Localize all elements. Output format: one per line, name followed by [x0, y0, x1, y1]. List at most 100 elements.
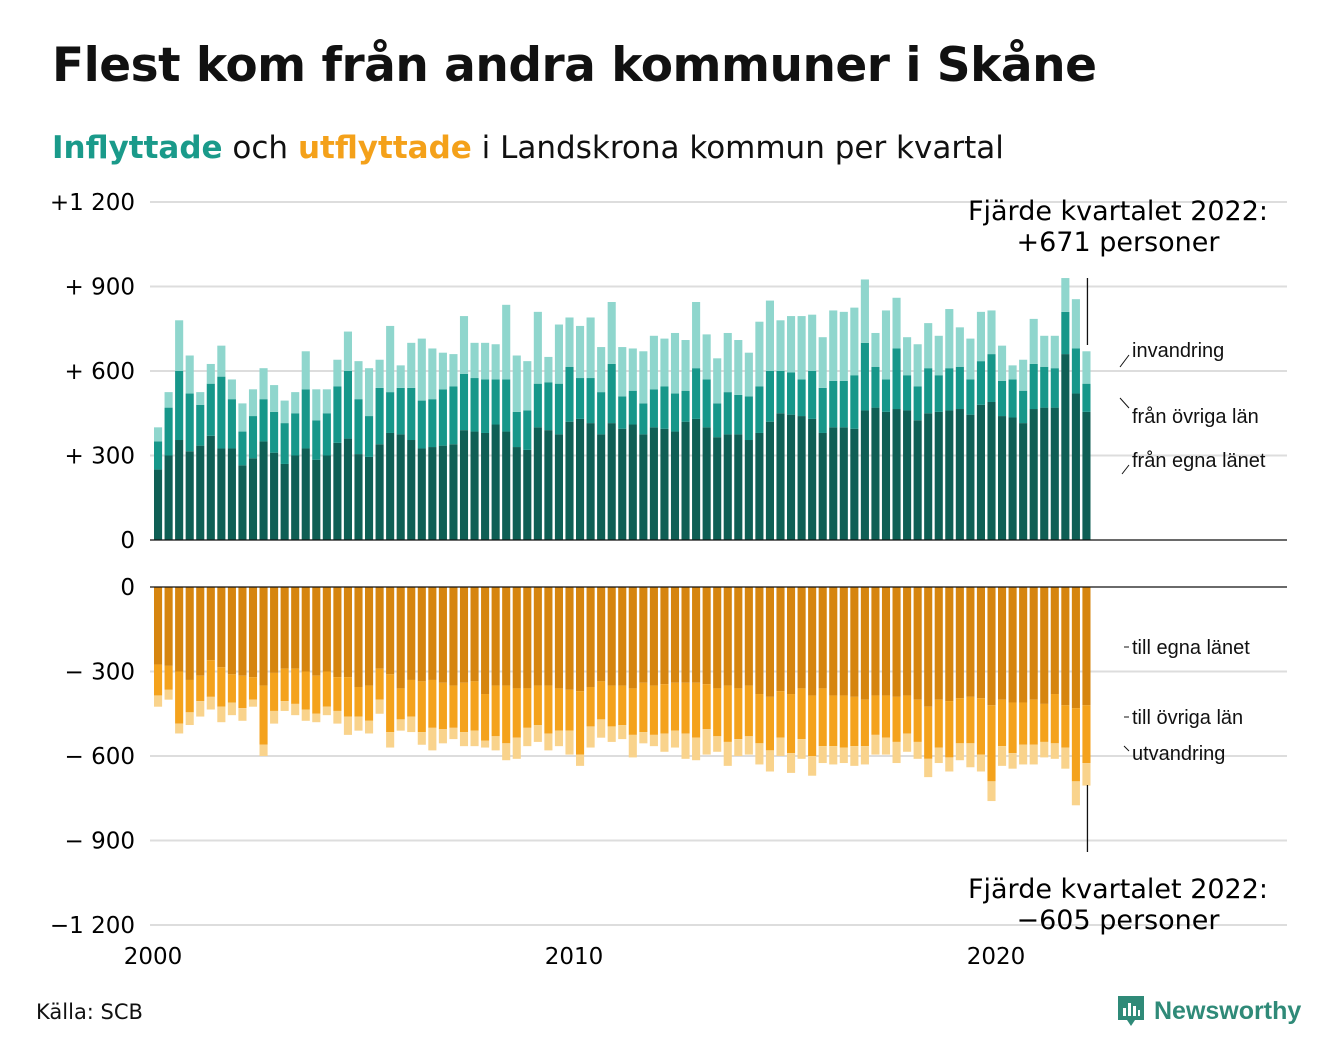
- bar-in-ovriga: [1071, 348, 1080, 394]
- bar-out-ovriga: [850, 696, 859, 747]
- bar-out-egna: [692, 587, 701, 683]
- bar-out-ovriga: [1082, 705, 1091, 764]
- label-fran-ovriga-lan: från övriga län: [1132, 406, 1259, 428]
- bar-in-egna: [481, 432, 490, 540]
- bar-in-invandring: [913, 344, 922, 387]
- bar-in-egna: [1071, 393, 1080, 540]
- bar-in-egna: [291, 455, 300, 540]
- bar-out-ovriga: [903, 695, 912, 734]
- bar-out-egna: [998, 587, 1007, 700]
- bar-in-ovriga: [860, 342, 869, 411]
- bar-out-utvandring: [227, 702, 236, 716]
- bar-out-ovriga: [871, 695, 880, 735]
- bar-in-egna: [301, 448, 310, 540]
- bar-out-ovriga: [787, 694, 796, 754]
- bar-out-egna: [238, 587, 247, 676]
- bar-in-invandring: [808, 314, 817, 371]
- bar-in-invandring: [881, 310, 891, 380]
- bar-in-egna: [597, 434, 606, 540]
- bar-out-utvandring: [628, 734, 637, 758]
- bar-out-utvandring: [565, 730, 574, 755]
- bar-in-egna: [544, 430, 553, 540]
- bar-in-invandring: [1040, 335, 1049, 367]
- bar-out-egna: [523, 587, 532, 689]
- bar-out-utvandring: [639, 732, 648, 744]
- bar-out-egna: [470, 587, 479, 682]
- bar-out-ovriga: [333, 677, 342, 711]
- bar-out-utvandring: [1008, 753, 1017, 769]
- bar-out-ovriga: [692, 682, 701, 738]
- bar-out-egna: [597, 587, 606, 682]
- bar-out-utvandring: [987, 781, 996, 802]
- bar-in-invandring: [554, 324, 563, 384]
- bar-out-ovriga: [523, 688, 532, 728]
- bar-out-ovriga: [386, 674, 395, 733]
- bar-in-egna: [903, 410, 912, 540]
- bar-out-utvandring: [903, 733, 912, 752]
- bar-out-ovriga: [407, 679, 416, 717]
- bar-out-egna: [164, 587, 173, 666]
- bar-in-ovriga: [945, 368, 954, 411]
- bar-out-ovriga: [227, 674, 236, 703]
- bar-out-utvandring: [850, 746, 859, 766]
- bar-in-invandring: [966, 338, 975, 380]
- bar-out-ovriga: [945, 701, 954, 758]
- bar-out-ovriga: [491, 685, 500, 737]
- bar-in-egna: [871, 407, 880, 540]
- bar-in-invandring: [1061, 278, 1070, 312]
- bar-out-egna: [481, 587, 490, 695]
- bar-in-egna: [628, 424, 637, 540]
- bar-in-ovriga: [206, 383, 215, 436]
- bar-in-ovriga: [987, 354, 996, 402]
- leader-fran-egna-lanet: [1121, 464, 1130, 475]
- bar-out-ovriga: [607, 685, 616, 727]
- x-tick-label: 2020: [967, 944, 1026, 970]
- bar-out-ovriga: [1008, 702, 1017, 754]
- bar-out-egna: [291, 587, 300, 669]
- bar-in-invandring: [523, 361, 532, 411]
- bar-in-ovriga: [185, 393, 194, 452]
- bar-in-egna: [502, 431, 511, 540]
- bar-out-ovriga: [881, 695, 891, 738]
- bar-out-egna: [502, 587, 511, 686]
- bar-out-utvandring: [280, 701, 289, 711]
- bar-out-ovriga: [502, 685, 511, 744]
- bar-in-egna: [459, 430, 469, 540]
- bar-out-egna: [270, 587, 279, 673]
- bar-out-utvandring: [1071, 781, 1080, 806]
- bar-in-ovriga: [333, 386, 342, 443]
- bar-in-ovriga: [734, 394, 743, 435]
- bar-in-egna: [554, 434, 563, 540]
- y-tick-label-top: +1 200: [50, 190, 135, 216]
- bar-in-ovriga: [343, 371, 352, 439]
- bar-in-ovriga: [597, 392, 606, 435]
- bar-in-ovriga: [976, 361, 985, 405]
- bar-in-ovriga: [175, 371, 184, 441]
- bar-in-invandring: [998, 345, 1007, 381]
- bar-in-egna: [438, 445, 447, 540]
- bar-out-utvandring: [386, 732, 395, 748]
- bar-in-ovriga: [428, 399, 437, 448]
- bar-out-egna: [438, 587, 447, 683]
- bar-out-utvandring: [829, 746, 838, 765]
- bar-in-invandring: [839, 311, 848, 381]
- bar-out-egna: [702, 587, 711, 685]
- bar-out-ovriga: [776, 691, 785, 738]
- bar-in-invandring: [417, 338, 426, 401]
- bar-in-egna: [417, 448, 426, 540]
- subtitle-inflyttade: Inflyttade: [52, 130, 223, 166]
- bar-in-invandring: [333, 359, 342, 387]
- newsworthy-logo[interactable]: Newsworthy: [1116, 994, 1301, 1028]
- bar-in-invandring: [628, 348, 637, 391]
- bar-out-egna: [312, 587, 321, 676]
- bar-in-egna: [913, 420, 922, 540]
- bar-out-egna: [365, 587, 374, 686]
- bar-out-utvandring: [924, 758, 933, 778]
- bar-out-utvandring: [164, 689, 173, 700]
- bar-out-ovriga: [1061, 705, 1070, 748]
- bar-in-egna: [934, 411, 943, 540]
- bar-in-ovriga: [164, 407, 173, 456]
- bar-in-ovriga: [955, 366, 964, 410]
- subtitle-rest: i Landskrona kommun per kvartal: [471, 130, 1004, 166]
- bar-out-egna: [333, 587, 342, 678]
